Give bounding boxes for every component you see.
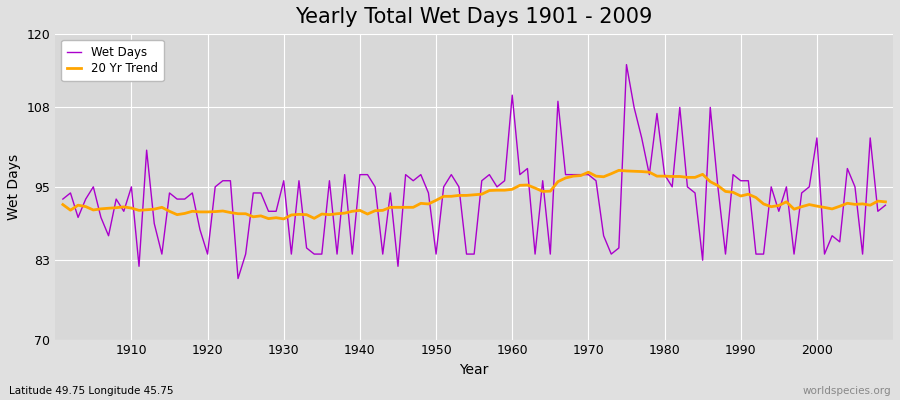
20 Yr Trend	[515, 183, 526, 188]
Wet Days	[606, 252, 616, 256]
20 Yr Trend	[880, 200, 891, 204]
20 Yr Trend	[278, 216, 289, 221]
Wet Days	[232, 276, 243, 281]
Title: Yearly Total Wet Days 1901 - 2009: Yearly Total Wet Days 1901 - 2009	[295, 7, 652, 27]
20 Yr Trend	[614, 168, 625, 173]
20 Yr Trend	[119, 204, 130, 209]
Text: worldspecies.org: worldspecies.org	[803, 386, 891, 396]
20 Yr Trend	[58, 202, 68, 207]
Wet Days	[507, 93, 517, 98]
20 Yr Trend	[507, 187, 517, 192]
Wet Days	[880, 203, 891, 208]
Wet Days	[58, 197, 68, 202]
Wet Days	[293, 178, 304, 183]
Wet Days	[515, 172, 526, 177]
Line: 20 Yr Trend: 20 Yr Trend	[63, 170, 886, 219]
Legend: Wet Days, 20 Yr Trend: Wet Days, 20 Yr Trend	[61, 40, 164, 81]
20 Yr Trend	[339, 211, 350, 216]
Y-axis label: Wet Days: Wet Days	[7, 154, 21, 220]
X-axis label: Year: Year	[460, 363, 489, 377]
Text: Latitude 49.75 Longitude 45.75: Latitude 49.75 Longitude 45.75	[9, 386, 174, 396]
Wet Days	[119, 209, 130, 214]
Wet Days	[621, 62, 632, 67]
Wet Days	[339, 172, 350, 177]
Line: Wet Days: Wet Days	[63, 65, 886, 278]
20 Yr Trend	[293, 212, 304, 217]
20 Yr Trend	[606, 171, 616, 176]
